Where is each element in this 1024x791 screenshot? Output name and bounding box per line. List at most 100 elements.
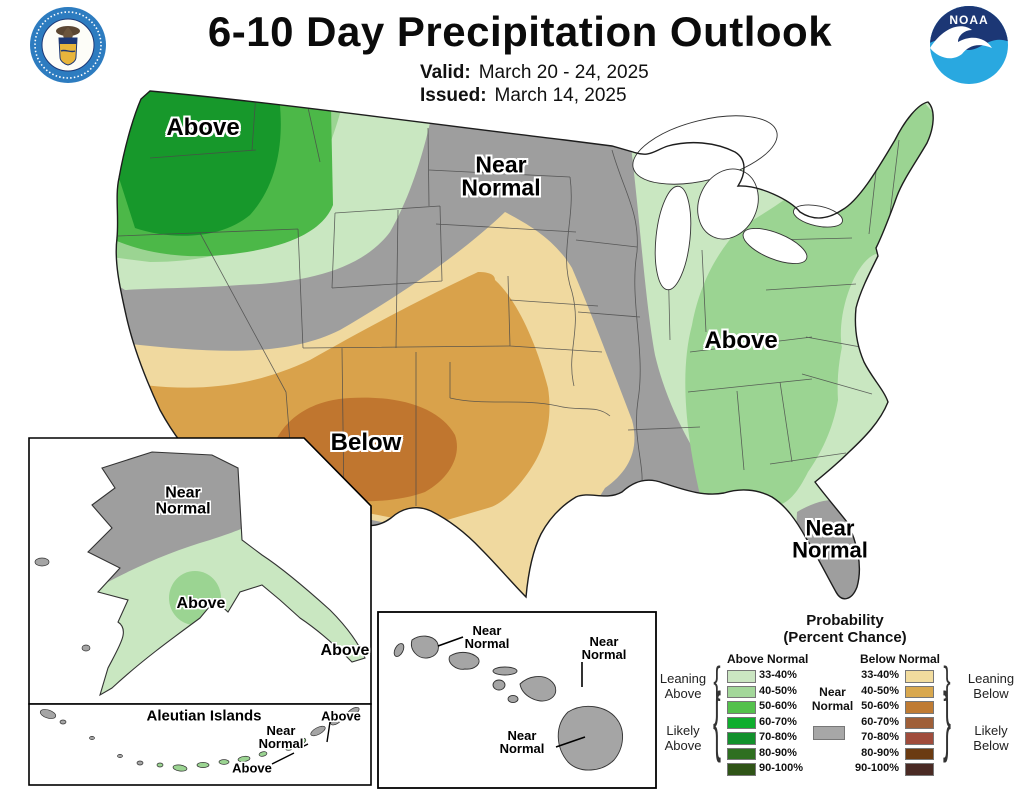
legend-range-label: 90-100% bbox=[855, 762, 900, 774]
aleutian-island bbox=[218, 759, 230, 765]
band-above-east-40-50 bbox=[685, 98, 934, 507]
aleutian-island bbox=[310, 725, 326, 737]
department-of-commerce-seal bbox=[30, 7, 106, 83]
legend-range-label: 50-60% bbox=[861, 700, 899, 712]
label-florida-near-normal: Near Normal bbox=[792, 515, 868, 563]
legend-swatch-near-normal bbox=[813, 726, 845, 740]
label-alaska-above: Above bbox=[176, 594, 226, 612]
issued-label: Issued: bbox=[420, 85, 487, 106]
aleutian-island bbox=[59, 719, 67, 725]
legend-near-normal-label: Near Normal bbox=[811, 685, 854, 713]
legend-range-label: 60-70% bbox=[759, 715, 797, 728]
legend-swatch-above-90-100 bbox=[727, 763, 756, 776]
probability-legend: Probability (Percent Chance) Above Norma… bbox=[655, 610, 1024, 791]
legend-swatch-above-60-70 bbox=[727, 716, 756, 729]
valid-label: Valid: bbox=[420, 62, 471, 83]
aleutian-inset-box bbox=[28, 703, 372, 786]
legend-range-label: 50-60% bbox=[759, 700, 797, 712]
aleutian-island bbox=[346, 706, 360, 718]
legend-swatch-above-80-90 bbox=[727, 747, 756, 760]
legend-swatch-below-80-90 bbox=[905, 747, 934, 760]
band-above-west-60-70 bbox=[116, 91, 281, 236]
great-lakes bbox=[632, 115, 843, 291]
noaa-gull-icon bbox=[930, 26, 992, 59]
lake-erie bbox=[742, 228, 808, 264]
legend-range-label: 40-50% bbox=[861, 684, 899, 697]
legend-swatch-below-70-80 bbox=[905, 732, 934, 745]
legend-range-label: 90-100% bbox=[759, 762, 804, 774]
brace-leaning-below: } bbox=[943, 659, 951, 703]
island-kauai bbox=[410, 635, 439, 659]
legend-below-header: Below Normal bbox=[860, 652, 941, 666]
legend-likely-above: Likely Above bbox=[664, 723, 702, 753]
legend-likely-below: Likely Below bbox=[973, 723, 1009, 753]
legend-title: Probability (Percent Chance) bbox=[725, 612, 965, 646]
valid-value: March 20 - 24, 2025 bbox=[478, 62, 649, 83]
label-east-above: Above bbox=[704, 326, 778, 354]
island-big-island bbox=[557, 705, 623, 771]
hawaiian-islands bbox=[393, 635, 623, 771]
valid-row: Valid: March 20 - 24, 2025 bbox=[420, 62, 840, 84]
noaa-logo: NOAA bbox=[930, 6, 1008, 84]
island-kahoolawe bbox=[507, 694, 519, 704]
label-aleutian-above-bottom: Above bbox=[232, 760, 272, 776]
aleutian-island bbox=[284, 743, 296, 751]
aleutian-island bbox=[89, 736, 95, 740]
island-maui bbox=[519, 676, 557, 702]
issued-row: Issued: March 14, 2025 bbox=[420, 85, 840, 107]
label-aleutian-title: Aleutian Islands bbox=[146, 707, 262, 725]
brace-leaning-above: { bbox=[713, 659, 721, 703]
aleutian-islands bbox=[39, 706, 360, 772]
aleutian-leader-lines bbox=[271, 721, 331, 765]
aleutian-island bbox=[258, 751, 268, 757]
label-alaska-near-normal: Near Normal bbox=[155, 484, 211, 518]
seal-ring-text bbox=[34, 11, 102, 79]
island-oahu bbox=[448, 651, 480, 670]
legend-range-label: 80-90% bbox=[759, 746, 797, 759]
legend-swatch-below-60-70 bbox=[905, 716, 934, 729]
label-hawaii-big-island-near-normal: Near Normal bbox=[499, 727, 545, 756]
seal-eagle-body bbox=[63, 27, 73, 38]
seal-shield-chief bbox=[59, 38, 77, 44]
label-aleutian-near-normal: Near Normal bbox=[258, 722, 304, 751]
legend-swatch-below-90-100 bbox=[905, 763, 934, 776]
legend-leaning-below: Leaning Below bbox=[967, 671, 1015, 701]
lake-ontario bbox=[793, 204, 843, 228]
legend-range-label: 70-80% bbox=[861, 731, 899, 743]
legend-swatch-below-50-60 bbox=[905, 701, 934, 714]
legend-leaning-above: Leaning Above bbox=[659, 671, 707, 701]
legend-title-line1: Probability bbox=[806, 612, 884, 629]
label-hawaii-kauai-near-normal: Near Normal bbox=[464, 622, 510, 651]
noaa-logo-text: NOAA bbox=[949, 13, 988, 27]
aleutian-island bbox=[117, 754, 123, 758]
label-aleutian-above-top: Above bbox=[321, 708, 361, 724]
island-niihau bbox=[393, 643, 405, 657]
legend-swatch-below-40-50 bbox=[905, 685, 934, 698]
label-southwest-below: Below bbox=[330, 428, 402, 456]
aleutian-island bbox=[172, 764, 188, 772]
brace-likely-above: { bbox=[713, 679, 722, 766]
label-northwest-above: Above bbox=[166, 113, 240, 141]
issued-value: March 14, 2025 bbox=[494, 85, 627, 106]
legend-swatch-below-33-40 bbox=[905, 670, 934, 683]
legend-swatch-above-33-40 bbox=[727, 670, 756, 683]
aleutian-island bbox=[237, 755, 251, 763]
legend-above-header: Above Normal bbox=[727, 652, 809, 666]
aleutian-island bbox=[39, 709, 57, 719]
aleutian-island bbox=[156, 762, 164, 768]
legend-range-label: 33-40% bbox=[861, 669, 899, 681]
aleutian-island bbox=[196, 762, 210, 768]
hawaii-leader-lines bbox=[437, 636, 586, 748]
brace-likely-below: } bbox=[943, 679, 952, 766]
legend-range-label: 70-80% bbox=[759, 731, 797, 743]
island-lanai bbox=[492, 679, 506, 691]
lake-michigan bbox=[654, 185, 692, 291]
legend-title-line2: (Percent Chance) bbox=[783, 628, 907, 646]
alaska-offshore-island bbox=[81, 644, 91, 652]
state-borders bbox=[117, 92, 900, 506]
legend-swatch-above-70-80 bbox=[727, 732, 756, 745]
legend-swatch-above-40-50 bbox=[727, 685, 756, 698]
legend-swatch-above-50-60 bbox=[727, 701, 756, 714]
label-north-central-near-normal: Near Normal bbox=[461, 151, 541, 201]
